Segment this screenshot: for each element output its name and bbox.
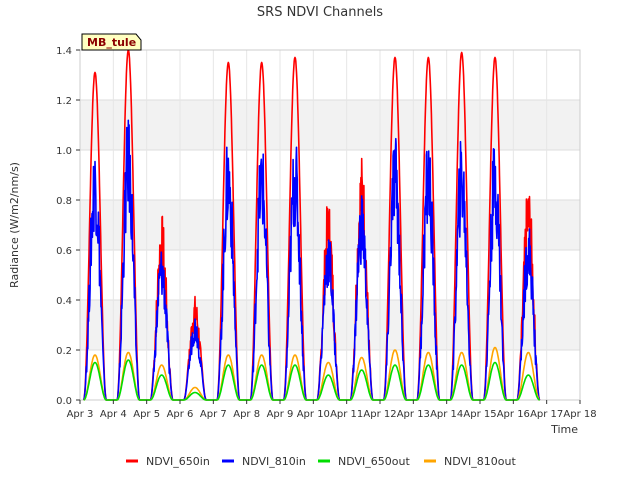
background-band [80,100,580,150]
series-line-ndvi-650out [83,359,541,401]
x-axis-label: Time [550,423,578,436]
x-tick-label: Apr 9 [267,409,294,420]
y-tick-label: 1.2 [56,96,72,107]
legend: NDVI_650in NDVI_810in NDVI_650out NDVI_810o… [126,455,516,468]
y-tick-label: 0.0 [56,396,72,407]
x-tick-label: Apr 17 [530,409,563,420]
x-tick-label: Apr 13 [397,409,430,420]
x-tick-label: Apr 12 [363,409,396,420]
y-tick-label: 0.4 [56,296,72,307]
x-tick-label: Apr 11 [330,409,363,420]
legend-label: NDVI_810out [444,455,516,468]
y-axis-label: Radiance (W/m2/nm/s) [8,162,21,288]
site-annotation-box [81,33,142,51]
x-tick-label: Apr 10 [297,409,330,420]
y-tick-label: 1.0 [56,146,72,157]
x-tick-label: Apr 15 [463,409,496,420]
legend-label: NDVI_650out [338,455,410,468]
x-tick-label: Apr 5 [133,409,160,420]
x-tick-label: Apr 4 [100,409,127,420]
x-tick-label: Apr 14 [430,409,463,420]
x-tick-label: Apr 8 [233,409,260,420]
site-annotation-text: MB_tule [87,36,136,49]
x-tick-label: Apr 7 [200,409,227,420]
legend-label: NDVI_650in [146,455,210,468]
legend-label: NDVI_810in [242,455,306,468]
x-tick-label: Apr 3 [67,409,94,420]
y-tick-label: 1.4 [56,46,72,57]
y-axis: 0.0 0.2 0.4 0.6 0.8 1.0 1.2 1.4 [56,46,80,407]
x-axis: Apr 3 Apr 4 Apr 5 Apr 6 Apr 7 Apr 8 Apr 9 Apr 1… [67,400,597,420]
chart-title: SRS NDVI Channels [257,5,383,20]
x-tick-label: Apr 16 [497,409,530,420]
site-annotation: MB_tule [81,33,142,51]
plot-frame [79,49,581,401]
y-tick-label: 0.8 [56,196,72,207]
y-tick-label: 0.2 [56,346,72,357]
series-line-ndvi-810out [83,346,541,401]
y-tick-label: 0.6 [56,246,72,257]
background-band [80,300,580,350]
series-line-ndvi-810in [82,119,541,401]
x-tick-label: Apr 6 [167,409,194,420]
x-tick-label: Apr 18 [563,409,596,420]
